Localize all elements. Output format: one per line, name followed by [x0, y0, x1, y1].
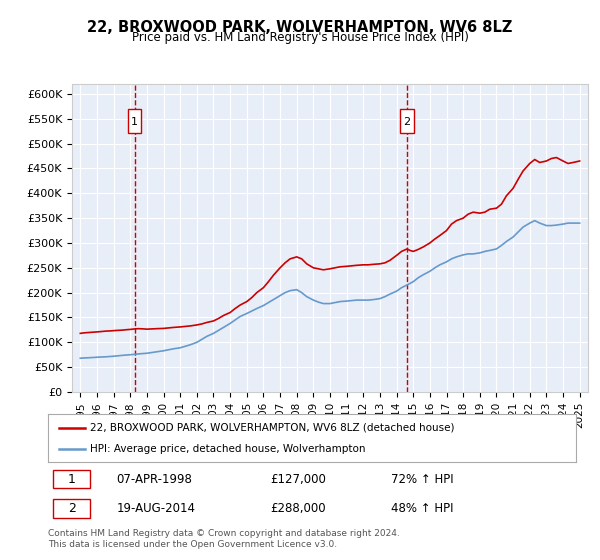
- Text: Price paid vs. HM Land Registry's House Price Index (HPI): Price paid vs. HM Land Registry's House …: [131, 31, 469, 44]
- Text: 2: 2: [404, 118, 410, 128]
- Text: 19-AUG-2014: 19-AUG-2014: [116, 502, 196, 515]
- Text: Contains HM Land Registry data © Crown copyright and database right 2024.
This d: Contains HM Land Registry data © Crown c…: [48, 529, 400, 549]
- Text: 72% ↑ HPI: 72% ↑ HPI: [391, 473, 454, 486]
- FancyBboxPatch shape: [400, 109, 414, 133]
- Text: 22, BROXWOOD PARK, WOLVERHAMPTON, WV6 8LZ: 22, BROXWOOD PARK, WOLVERHAMPTON, WV6 8L…: [88, 20, 512, 35]
- FancyBboxPatch shape: [53, 469, 90, 488]
- Text: 2: 2: [68, 502, 76, 515]
- Text: 1: 1: [131, 118, 138, 128]
- Text: 22, BROXWOOD PARK, WOLVERHAMPTON, WV6 8LZ (detached house): 22, BROXWOOD PARK, WOLVERHAMPTON, WV6 8L…: [90, 423, 455, 433]
- Text: £127,000: £127,000: [270, 473, 326, 486]
- Text: 48% ↑ HPI: 48% ↑ HPI: [391, 502, 454, 515]
- FancyBboxPatch shape: [53, 499, 90, 517]
- Text: 07-APR-1998: 07-APR-1998: [116, 473, 193, 486]
- FancyBboxPatch shape: [128, 109, 142, 133]
- Text: HPI: Average price, detached house, Wolverhampton: HPI: Average price, detached house, Wolv…: [90, 444, 366, 454]
- Text: £288,000: £288,000: [270, 502, 325, 515]
- Text: 1: 1: [68, 473, 76, 486]
